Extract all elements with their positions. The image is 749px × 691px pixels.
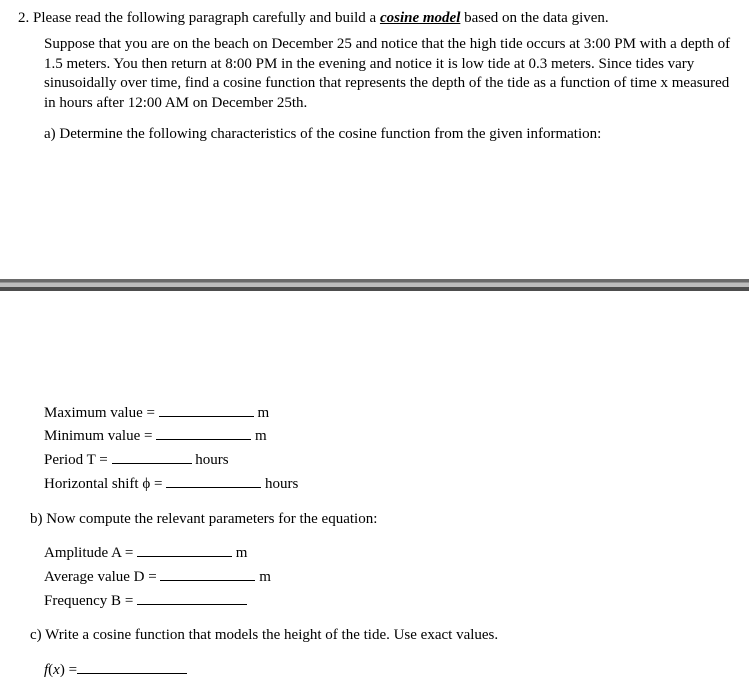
period-unit: hours <box>195 452 228 468</box>
min-unit: m <box>255 428 267 444</box>
hshift-unit: hours <box>265 476 298 492</box>
stem-pre: Please read the following paragraph care… <box>33 10 380 26</box>
part-c-prompt: c) Write a cosine function that models t… <box>30 626 731 646</box>
hshift-label-pre: Horizontal shift <box>44 476 142 492</box>
max-label: Maximum value = <box>44 405 155 421</box>
amp-blank[interactable] <box>137 541 232 557</box>
part-a-prompt: a) Determine the following characteristi… <box>44 125 731 145</box>
question-number: 2. <box>18 10 29 26</box>
max-blank[interactable] <box>159 401 254 417</box>
stem-post: based on the data given. <box>460 10 608 26</box>
avg-label: Average value D = <box>44 569 157 585</box>
part-b: b) Now compute the relevant parameters f… <box>18 510 731 613</box>
freq-label: Frequency B = <box>44 593 133 609</box>
fx-blank[interactable] <box>77 658 187 674</box>
hshift-blank[interactable] <box>166 472 261 488</box>
stem-keyword: cosine model <box>380 10 460 26</box>
period-label: Period T = <box>44 452 108 468</box>
min-blank[interactable] <box>156 424 251 440</box>
part-a-fields: Maximum value = m Minimum value = m Peri… <box>44 401 731 496</box>
freq-blank[interactable] <box>137 589 247 605</box>
part-c: c) Write a cosine function that models t… <box>18 626 731 679</box>
period-blank[interactable] <box>112 448 192 464</box>
max-unit: m <box>257 405 269 421</box>
min-label: Minimum value = <box>44 428 152 444</box>
question-stem: 2. Please read the following paragraph c… <box>18 10 731 27</box>
part-b-prompt: b) Now compute the relevant parameters f… <box>30 510 731 530</box>
fx-close-eq: ) = <box>60 662 77 678</box>
amp-label: Amplitude A = <box>44 545 133 561</box>
problem-paragraph: Suppose that you are on the beach on Dec… <box>44 35 731 113</box>
page-divider <box>0 279 749 291</box>
avg-blank[interactable] <box>160 565 255 581</box>
hshift-label-post: = <box>150 476 162 492</box>
fx-x: x <box>53 662 60 678</box>
avg-unit: m <box>259 569 271 585</box>
amp-unit: m <box>236 545 248 561</box>
